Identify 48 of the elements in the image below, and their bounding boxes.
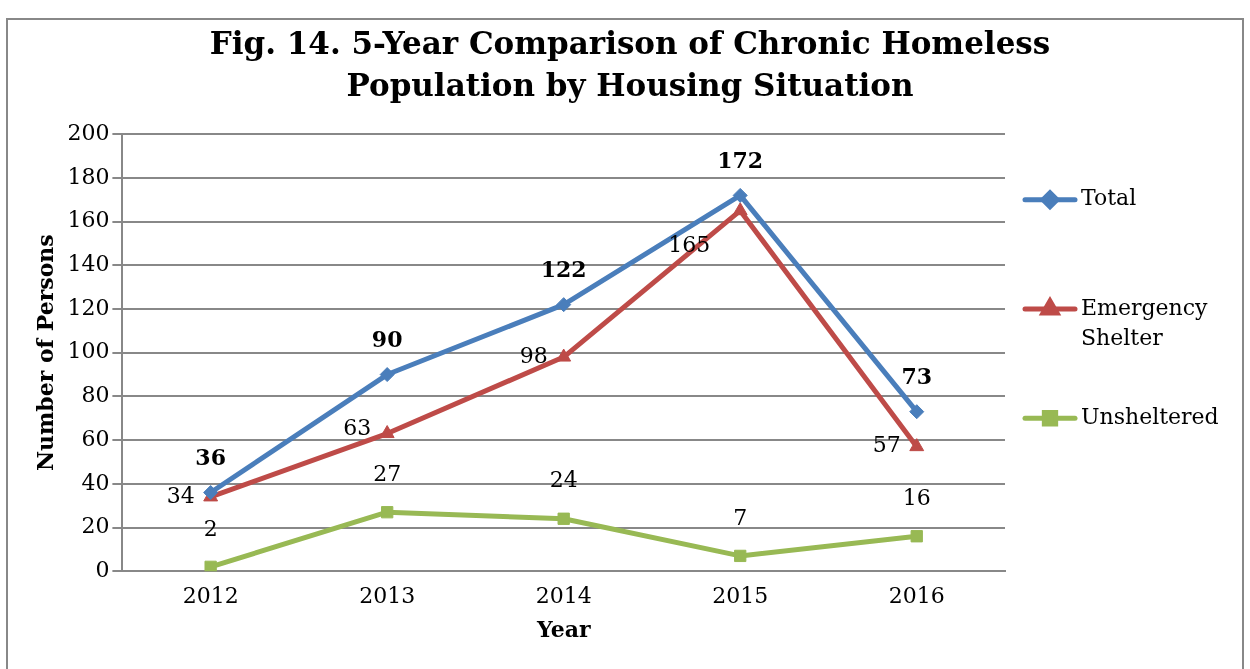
point bbox=[379, 367, 395, 383]
y-tick-label: 140 bbox=[67, 251, 110, 277]
chart-title: Fig. 14. 5-Year Comparison of Chronic Homeless Population by Housing Situation bbox=[208, 24, 1052, 105]
y-tick-label: 120 bbox=[67, 294, 110, 320]
data-label: 73 bbox=[901, 363, 933, 390]
data-label: 57 bbox=[872, 432, 901, 458]
data-label: 172 bbox=[717, 147, 764, 174]
y-tick-label: 60 bbox=[81, 425, 110, 451]
point bbox=[557, 512, 570, 525]
data-label: 63 bbox=[343, 415, 372, 441]
data-label: 24 bbox=[549, 467, 578, 493]
y-tick-label: 100 bbox=[67, 338, 110, 364]
x-tick-label: 2012 bbox=[182, 583, 239, 609]
data-label: 27 bbox=[373, 460, 402, 486]
point bbox=[909, 404, 925, 420]
x-tick-label: 2015 bbox=[712, 583, 769, 609]
x-tick-label: 2016 bbox=[888, 583, 945, 609]
point bbox=[732, 202, 748, 216]
data-label: 34 bbox=[166, 482, 195, 508]
legend-label: Total bbox=[1081, 185, 1137, 211]
y-tick-label: 80 bbox=[81, 382, 110, 408]
data-label: 122 bbox=[540, 256, 587, 283]
data-label: 36 bbox=[195, 444, 226, 471]
y-tick-label: 200 bbox=[67, 119, 110, 145]
point bbox=[381, 506, 394, 519]
y-tick-label: 40 bbox=[81, 469, 110, 495]
point bbox=[909, 438, 925, 452]
point bbox=[556, 297, 572, 313]
legend-label: Unsheltered bbox=[1081, 403, 1219, 429]
data-label: 90 bbox=[371, 326, 403, 353]
y-tick-label: 160 bbox=[67, 207, 110, 233]
x-tick-label: 2013 bbox=[359, 583, 416, 609]
point bbox=[556, 348, 572, 362]
legend-label: Emergency Shelter bbox=[1081, 294, 1209, 350]
data-label: 16 bbox=[902, 484, 931, 510]
data-label: 7 bbox=[733, 504, 748, 530]
point bbox=[204, 560, 217, 572]
point bbox=[732, 187, 748, 203]
data-label: 98 bbox=[519, 342, 548, 368]
y-tick-label: 20 bbox=[81, 513, 110, 539]
x-axis-title: Year bbox=[535, 615, 591, 642]
y-tick-label: 0 bbox=[95, 556, 110, 582]
y-tick-label: 180 bbox=[67, 163, 110, 189]
point bbox=[910, 530, 923, 543]
data-label: 2 bbox=[203, 515, 218, 541]
point bbox=[734, 549, 747, 563]
x-tick-label: 2014 bbox=[535, 583, 592, 609]
y-axis-title: Number of Persons bbox=[31, 234, 58, 472]
